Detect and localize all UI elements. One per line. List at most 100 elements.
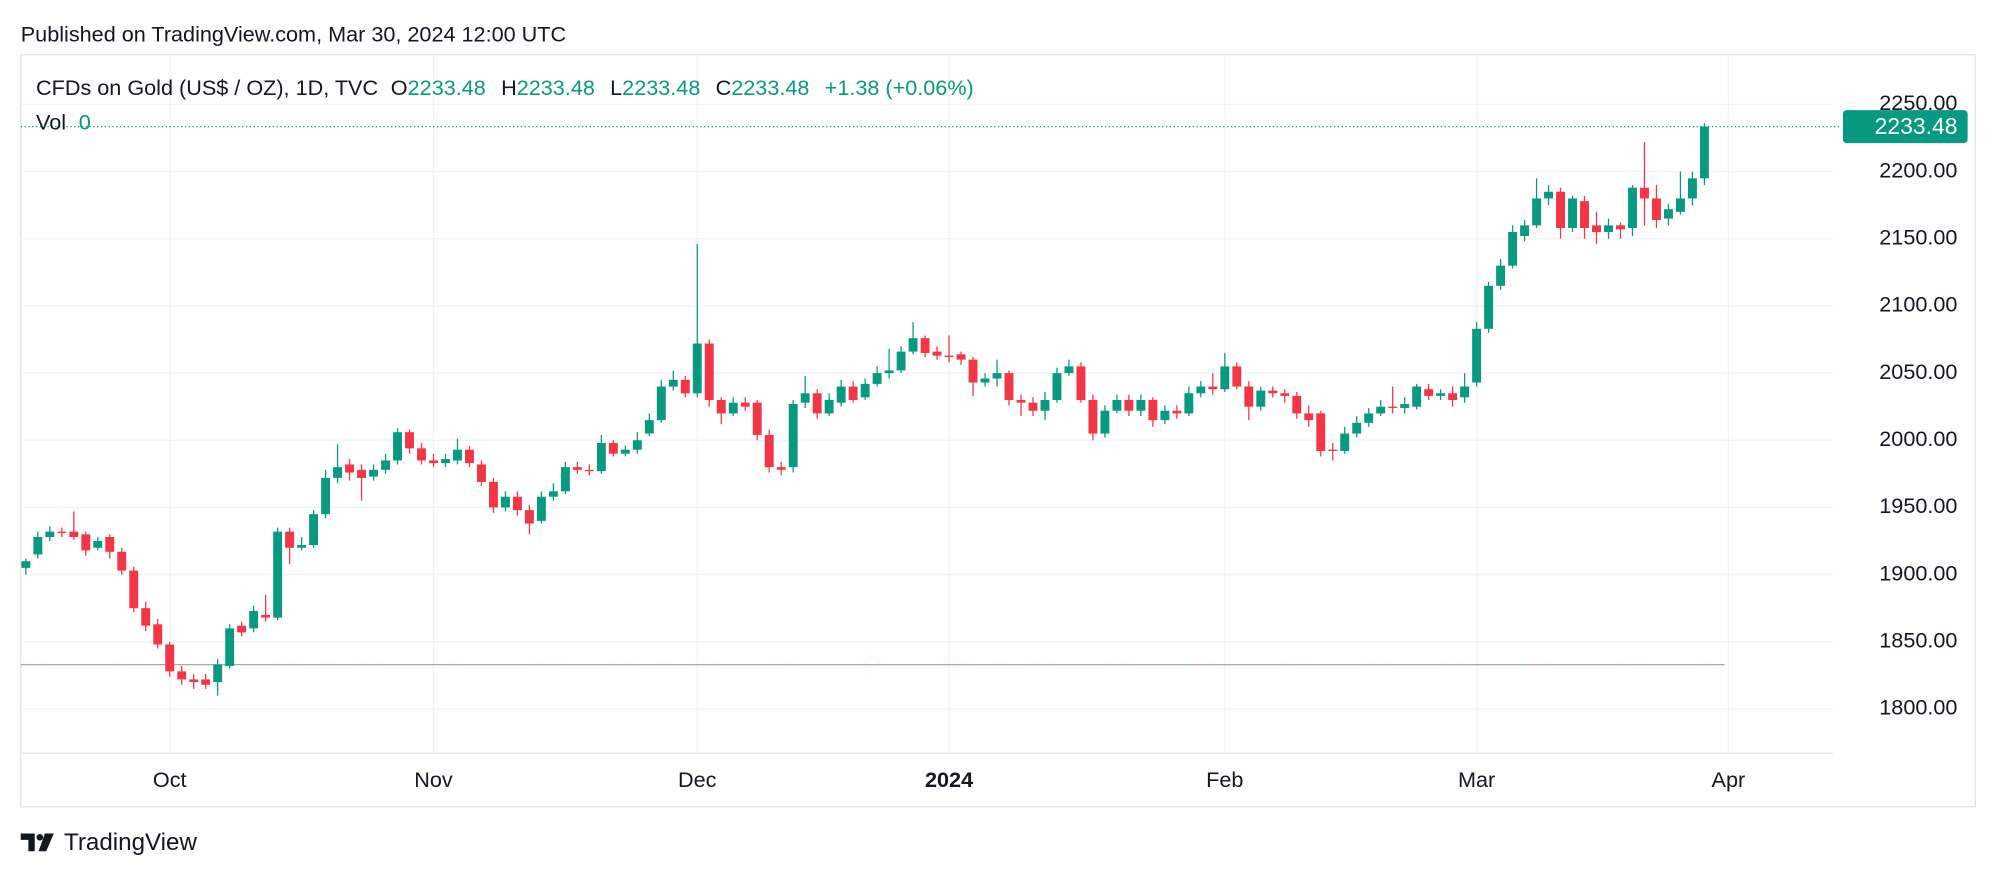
candle-body bbox=[560, 467, 570, 492]
candle-body bbox=[968, 359, 978, 383]
candle-body bbox=[500, 496, 510, 508]
candle-body bbox=[153, 624, 163, 645]
candle-body bbox=[1472, 328, 1482, 383]
published-note: Published on TradingView.com, Mar 30, 20… bbox=[21, 21, 566, 46]
candle-body bbox=[1436, 393, 1446, 396]
candle-body bbox=[956, 354, 966, 360]
y-tick-label: 2150.00 bbox=[1879, 224, 1957, 249]
candle-body bbox=[632, 440, 642, 450]
candle-body bbox=[393, 432, 402, 461]
candle-body bbox=[273, 531, 283, 618]
candle-body bbox=[1616, 225, 1625, 230]
candle-body bbox=[1448, 393, 1458, 400]
candle-body bbox=[453, 449, 462, 461]
candle-body bbox=[812, 393, 822, 414]
volume-label: Vol bbox=[36, 109, 66, 134]
candle-body bbox=[872, 373, 882, 384]
candle-body bbox=[69, 531, 79, 538]
candle-body bbox=[1604, 225, 1613, 233]
candle-body bbox=[33, 537, 43, 555]
candle-body bbox=[225, 628, 235, 666]
candle-body bbox=[932, 351, 942, 356]
candle-body bbox=[1172, 410, 1182, 414]
candle-body bbox=[572, 467, 582, 470]
candle-body bbox=[848, 386, 858, 400]
candle-body bbox=[608, 442, 618, 454]
y-tick-label: 1800.00 bbox=[1879, 695, 1957, 720]
symbol-name: CFDs on Gold (US$ / OZ), 1D, TVC bbox=[36, 75, 378, 100]
candle-body bbox=[117, 551, 127, 571]
ohlc-label: H bbox=[501, 75, 517, 100]
ohlc-value: 2233.48 bbox=[622, 75, 700, 100]
candle-body bbox=[1100, 410, 1110, 434]
candle-body bbox=[261, 614, 271, 618]
candle-body bbox=[1508, 232, 1518, 266]
candle-body bbox=[1400, 404, 1410, 409]
x-tick-label: Feb bbox=[1206, 767, 1243, 792]
y-tick-label: 1850.00 bbox=[1879, 628, 1957, 653]
volume-legend: Vol 0 bbox=[36, 109, 91, 134]
change-value: +1.38 (+0.06%) bbox=[825, 75, 974, 100]
candle-body bbox=[1136, 399, 1146, 411]
candle-body bbox=[656, 386, 666, 421]
candle-body bbox=[1628, 187, 1637, 229]
candle-body bbox=[309, 514, 319, 546]
candle-body bbox=[165, 644, 175, 672]
candle-body bbox=[1699, 126, 1709, 179]
candle-body bbox=[297, 545, 307, 548]
candle-body bbox=[548, 491, 558, 497]
candle-body bbox=[1280, 393, 1290, 396]
candle-body bbox=[141, 608, 151, 626]
volume-value: 0 bbox=[79, 109, 91, 134]
candle-body bbox=[1544, 191, 1554, 199]
last-price-box bbox=[1842, 110, 1968, 144]
candle-body bbox=[692, 343, 702, 394]
candle-body bbox=[1040, 399, 1050, 411]
candle-body bbox=[512, 496, 522, 511]
candle-body bbox=[1160, 410, 1170, 421]
candle-body bbox=[884, 370, 894, 374]
y-tick-label: 2200.00 bbox=[1879, 157, 1957, 182]
candle-body bbox=[704, 343, 714, 400]
candle-body bbox=[1652, 198, 1661, 220]
candle-body bbox=[1292, 395, 1302, 414]
brand-name: TradingView bbox=[64, 829, 197, 856]
candle-body bbox=[680, 379, 690, 394]
candle-body bbox=[417, 448, 426, 461]
candle-body bbox=[1460, 386, 1470, 398]
plot-area bbox=[20, 54, 1841, 754]
candle-body bbox=[129, 570, 139, 609]
candle-body bbox=[1687, 178, 1697, 199]
candle-body bbox=[1112, 399, 1122, 411]
candle-body bbox=[1376, 406, 1386, 414]
candle-body bbox=[1663, 209, 1673, 219]
candle-body bbox=[1484, 285, 1494, 329]
candle-body bbox=[189, 679, 199, 683]
logo-mark bbox=[36, 833, 44, 841]
candle-body bbox=[465, 449, 474, 464]
candle-body bbox=[908, 338, 918, 352]
candle-body bbox=[476, 464, 486, 482]
x-tick-label: Mar bbox=[1458, 767, 1495, 792]
candle-body bbox=[860, 383, 870, 398]
candle-body bbox=[596, 442, 606, 472]
candle-body bbox=[177, 671, 187, 680]
candle-body bbox=[1496, 265, 1506, 286]
ohlc-value: 2233.48 bbox=[517, 75, 595, 100]
candle-body bbox=[1304, 413, 1314, 421]
candle-body bbox=[1412, 386, 1422, 407]
candle-body bbox=[369, 469, 378, 477]
candle-body bbox=[81, 534, 91, 551]
ohlc-label: O bbox=[391, 75, 408, 100]
candle-body bbox=[1388, 406, 1398, 409]
candle-body bbox=[381, 460, 390, 470]
candle-body bbox=[1580, 201, 1589, 229]
last-price-label: 2233.48 bbox=[1875, 113, 1958, 139]
candle-body bbox=[1052, 373, 1062, 400]
x-tick-label: Dec bbox=[678, 767, 717, 792]
candle-body bbox=[1364, 413, 1374, 423]
candle-body bbox=[1124, 399, 1134, 411]
ohlc-label: L bbox=[610, 75, 622, 100]
candle-body bbox=[1340, 433, 1350, 452]
